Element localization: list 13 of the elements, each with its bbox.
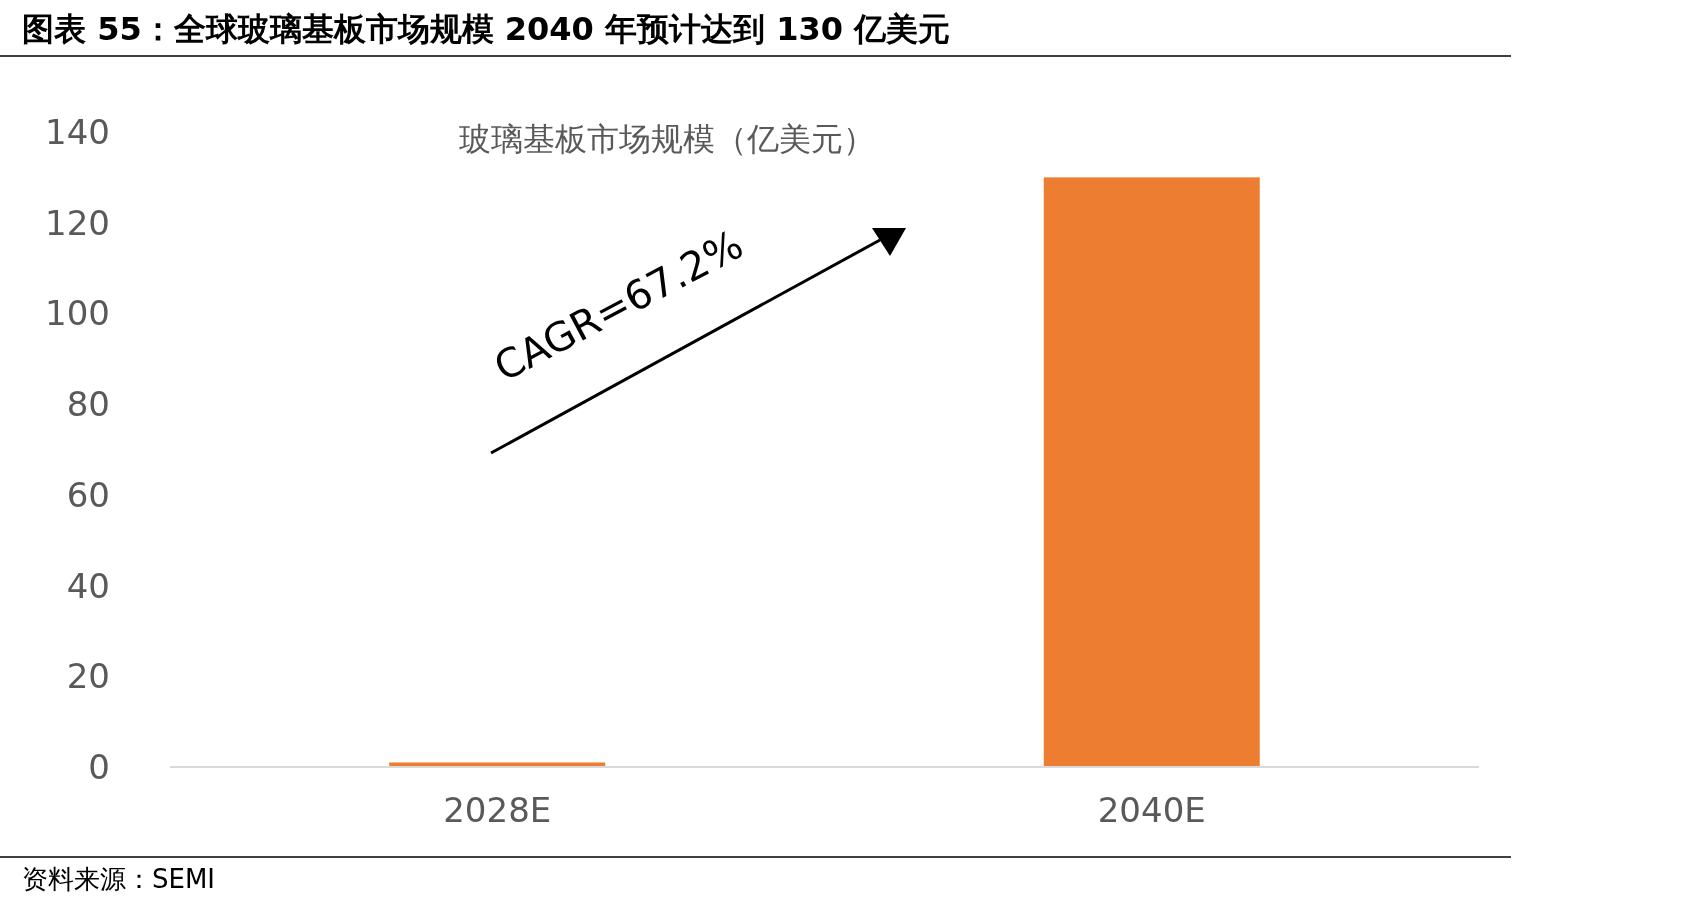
y-tick-label: 0 <box>88 747 110 787</box>
x-tick-label: 2028E <box>443 790 552 830</box>
chart-title: 图表 55：全球玻璃基板市场规模 2040 年预计达到 130 亿美元 <box>22 10 951 48</box>
text: 资料来源：SEMI <box>22 864 216 894</box>
y-tick-label: 120 <box>45 202 110 243</box>
y-tick-label: 140 <box>45 112 110 152</box>
y-tick-label: 40 <box>66 565 110 606</box>
y-tick-label: 60 <box>66 474 110 515</box>
y-tick-label: 20 <box>66 656 110 697</box>
chart-subtitle: 玻璃基板市场规模（亿美元） <box>459 120 875 158</box>
y-tick-label: 100 <box>45 293 110 334</box>
x-tick-label: 2040E <box>1097 790 1206 830</box>
y-tick-label: 80 <box>66 384 110 425</box>
